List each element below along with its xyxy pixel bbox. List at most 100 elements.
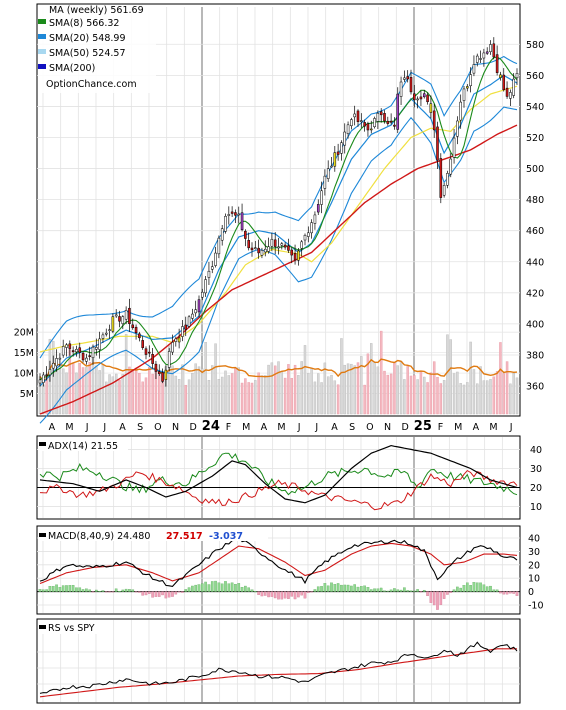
candle-body (469, 74, 472, 87)
macd-histogram-bar (104, 591, 108, 593)
volume-bar (373, 362, 376, 415)
macd-histogram-bar (184, 589, 188, 592)
volume-bar (88, 361, 91, 415)
candle-body (210, 266, 214, 270)
volume-bar (287, 364, 290, 415)
candle-body (201, 291, 204, 298)
macd-histogram-bar (360, 586, 363, 592)
volume-bar (224, 370, 227, 415)
volume-bar (333, 380, 337, 415)
candle-body (45, 374, 48, 376)
candle-body (409, 77, 413, 93)
candle-body (114, 314, 118, 317)
volume-bar (360, 356, 363, 415)
macd-histogram-bar (204, 581, 207, 592)
price-tick-label: 380 (526, 350, 544, 361)
macd-line (39, 536, 518, 587)
volume-bar (336, 384, 340, 415)
month-label: F (226, 422, 231, 433)
macd-histogram-bar (469, 585, 472, 592)
candle-body (333, 152, 337, 167)
macd-histogram-bar (386, 590, 390, 592)
candle-body (492, 43, 496, 58)
month-label: J (85, 422, 89, 433)
rs-panel (36, 618, 521, 704)
volume-bar (270, 362, 274, 415)
macd-histogram-bar (300, 591, 303, 596)
macd-tick-label: 30 (528, 547, 540, 558)
candle-body (376, 112, 380, 122)
legend-sma200: SMA(200) (49, 63, 95, 74)
volume-bar (260, 375, 264, 415)
candle-body (316, 204, 320, 213)
candle-body (346, 124, 350, 134)
macd-histogram-bar (330, 582, 333, 592)
month-label: A (473, 422, 480, 433)
macd-histogram-bar (466, 582, 469, 592)
macd-histogram-bar (492, 589, 496, 592)
candle-body (91, 346, 95, 358)
volume-bar (499, 342, 502, 415)
macd-histogram-bar (499, 591, 502, 594)
volume-bar (184, 384, 187, 415)
volume-bar (174, 375, 178, 415)
macd-histogram-bar (201, 583, 204, 592)
volume-bar (406, 366, 409, 415)
macd-histogram-bar (154, 591, 158, 597)
macd-histogram-bar (141, 591, 144, 596)
candle-body (489, 44, 492, 52)
macd-histogram-bar (419, 591, 423, 593)
candle-body (297, 250, 300, 261)
macd-histogram-bar (270, 591, 274, 597)
macd-histogram-bar (340, 584, 343, 592)
macd-histogram-bar (164, 591, 168, 599)
volume-bar (353, 365, 356, 415)
candle-body (452, 137, 456, 158)
macd-histogram-bar (439, 591, 443, 605)
candle-body (323, 175, 327, 189)
month-label: M (454, 422, 462, 433)
candle-body (48, 369, 52, 376)
macd-histogram-bar (396, 589, 400, 592)
candle-body (472, 64, 476, 74)
candle-body (456, 120, 459, 137)
candle-body (51, 363, 55, 369)
candle-body (462, 88, 466, 101)
macd-legend: MACD(8,40,9) 24.480 27.517 -3.037 (38, 527, 268, 542)
macd-histogram-bar (197, 584, 201, 592)
candle-body (61, 346, 65, 356)
macd-histogram-bar (426, 591, 429, 597)
volume-bar (118, 379, 121, 415)
price-tick-label: 460 (526, 226, 544, 237)
candle-body (290, 249, 294, 256)
candle-body (184, 324, 188, 330)
macd-histogram-bar (148, 591, 151, 594)
candle-body (237, 213, 241, 216)
macd-histogram-bar (376, 588, 380, 592)
candle-body (55, 358, 58, 367)
candle-body (340, 142, 343, 154)
candle-body (270, 239, 274, 247)
macd-histogram-bar (462, 585, 466, 592)
volume-bar (264, 375, 267, 415)
macd-histogram-bar (393, 588, 396, 592)
candle-body (197, 299, 201, 313)
volume-tick-label: 20M (14, 328, 34, 339)
candle-body (227, 214, 231, 216)
candle-body (436, 126, 439, 161)
macd-histogram-bar (313, 589, 317, 592)
candle-body (42, 374, 45, 383)
candle-body (234, 212, 237, 216)
macd-histogram-bar (71, 584, 75, 592)
month-label: 25 (414, 419, 432, 434)
macd-histogram-bar (379, 587, 383, 592)
candle-body (267, 246, 270, 252)
volume-bar (439, 383, 443, 415)
month-label: J (102, 422, 106, 433)
volume-bar (280, 370, 284, 415)
macd-histogram-bar (260, 591, 264, 597)
macd-histogram-bar (307, 591, 310, 594)
candle-body (406, 76, 409, 80)
candle-body (396, 93, 400, 130)
